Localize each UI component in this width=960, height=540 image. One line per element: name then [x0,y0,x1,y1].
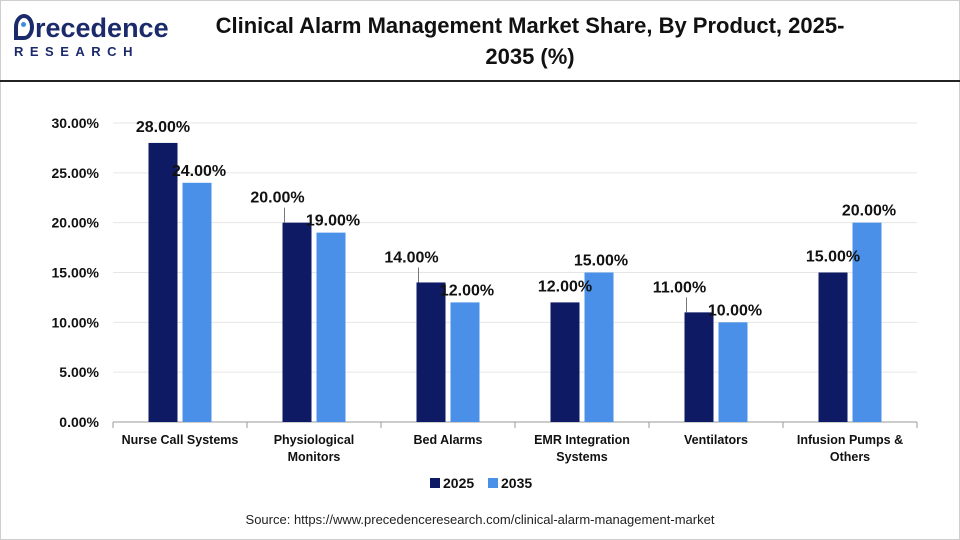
legend[interactable]: 2025 2035 [430,475,532,491]
x-tick-label: Monitors [288,450,341,464]
y-tick-label: 0.00% [59,414,99,430]
data-label: 12.00% [538,278,592,295]
data-label: 20.00% [842,203,896,220]
x-tick-label: Physiological [274,433,355,447]
data-label: 19.00% [306,213,360,230]
x-tick-label: Infusion Pumps & [797,433,903,447]
logo-wordmark: recedence [14,14,169,42]
chart-title: Clinical Alarm Management Market Share, … [170,10,890,72]
y-tick-label: 25.00% [52,165,100,181]
bar-2025 [282,222,312,422]
y-tick-label: 20.00% [52,215,100,231]
legend-label-2025[interactable]: 2025 [443,475,474,491]
data-label: 14.00% [384,249,438,266]
x-tick-label: EMR Integration [534,433,630,447]
chart-title-line-1: Clinical Alarm Management Market Share, … [215,13,845,38]
axes: 0.00% 5.00% 10.00% 15.00% 20.00% 25.00% 30.00%… [52,115,918,464]
y-tick-label: 15.00% [52,265,100,281]
logo-subtext: RESEARCH [14,44,139,59]
x-tick-label: Bed Alarms [413,433,482,447]
legend-label-2035[interactable]: 2035 [501,475,532,491]
bar-2035 [316,232,346,422]
legend-swatch-2025[interactable] [430,478,440,488]
y-tick-label: 10.00% [52,314,100,330]
data-labels: 28.00%20.00%14.00%12.00% 11.00%15.00%24.0… [136,119,896,319]
data-label: 11.00% [653,279,706,296]
data-label: 12.00% [440,282,494,299]
logo-p-icon [14,14,34,40]
x-tick-label: Nurse Call Systems [122,433,239,447]
data-label: 20.00% [250,190,304,207]
x-tick-label: Systems [556,450,607,464]
bar-2035 [182,182,212,422]
bar-2025 [416,282,446,422]
bar-2035 [450,302,480,422]
bar-2035 [718,322,748,422]
bar-2025 [148,142,178,422]
y-tick-label: 5.00% [59,364,99,380]
bar-2025 [550,302,580,422]
data-label: 10.00% [708,302,762,319]
bar-2025 [684,312,714,422]
bar-2025 [818,272,848,422]
source-note: Source: https://www.precedenceresearch.c… [245,512,715,527]
data-label: 15.00% [806,249,860,266]
chart-title-line-2: 2035 (%) [485,44,575,69]
y-tick-label: 30.00% [52,115,100,131]
precedence-research-logo: recedence RESEARCH [14,14,169,66]
data-label: 15.00% [574,253,628,270]
bars [148,142,882,422]
legend-swatch-2035[interactable] [488,478,498,488]
logo-top-text: recedence [35,13,169,43]
gridlines [113,122,917,373]
data-label: 28.00% [136,119,190,136]
x-tick-label: Others [830,450,870,464]
header: recedence RESEARCH Clinical Alarm Manage… [0,0,960,82]
bar-2035 [584,272,614,422]
bar-2035 [852,222,882,422]
x-tick-label: Ventilators [684,433,748,447]
data-label: 24.00% [172,163,226,180]
